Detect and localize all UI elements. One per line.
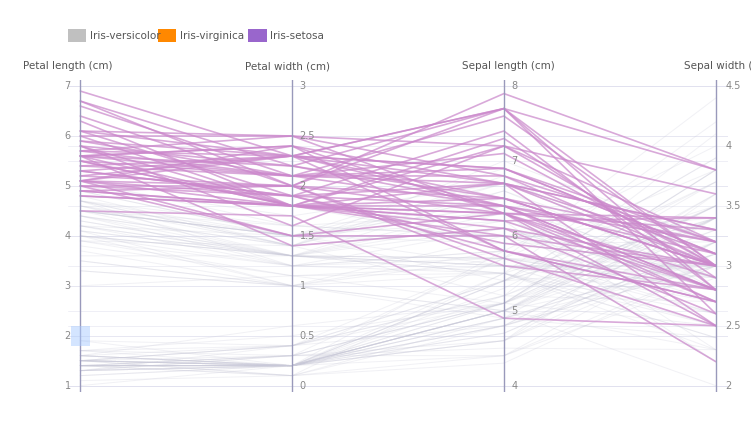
Text: 1: 1 (65, 380, 71, 391)
Text: 7: 7 (511, 156, 518, 166)
Text: 1.5: 1.5 (300, 231, 315, 241)
Text: 5: 5 (511, 306, 518, 316)
Text: 2.5: 2.5 (725, 321, 740, 331)
Text: 4: 4 (511, 380, 517, 391)
Bar (71, 326, 90, 346)
Text: 4: 4 (725, 141, 731, 151)
Text: 5: 5 (65, 181, 71, 191)
Text: Petal length (cm): Petal length (cm) (23, 61, 113, 71)
Text: 3: 3 (65, 281, 71, 291)
Text: 2: 2 (300, 181, 306, 191)
Text: 2.5: 2.5 (300, 131, 315, 141)
Text: 2: 2 (65, 331, 71, 341)
Text: 3.5: 3.5 (725, 201, 740, 211)
Text: 6: 6 (65, 131, 71, 141)
Text: Iris-virginica: Iris-virginica (180, 31, 244, 40)
Text: 3: 3 (300, 81, 306, 91)
Text: 4.5: 4.5 (725, 81, 740, 91)
Text: Iris-setosa: Iris-setosa (270, 31, 324, 40)
Text: Petal width (cm): Petal width (cm) (246, 61, 330, 71)
Text: Iris-versicolor: Iris-versicolor (90, 31, 161, 40)
Text: 0.5: 0.5 (300, 331, 315, 341)
Text: Sepal length (cm): Sepal length (cm) (462, 61, 554, 71)
Text: 0: 0 (300, 380, 306, 391)
Text: 6: 6 (511, 231, 517, 241)
Text: 8: 8 (511, 81, 517, 91)
Text: 2: 2 (725, 380, 731, 391)
Text: 7: 7 (65, 81, 71, 91)
Text: Sepal width (cm): Sepal width (cm) (684, 61, 751, 71)
Text: 4: 4 (65, 231, 71, 241)
Text: 3: 3 (725, 261, 731, 271)
Text: 1: 1 (300, 281, 306, 291)
